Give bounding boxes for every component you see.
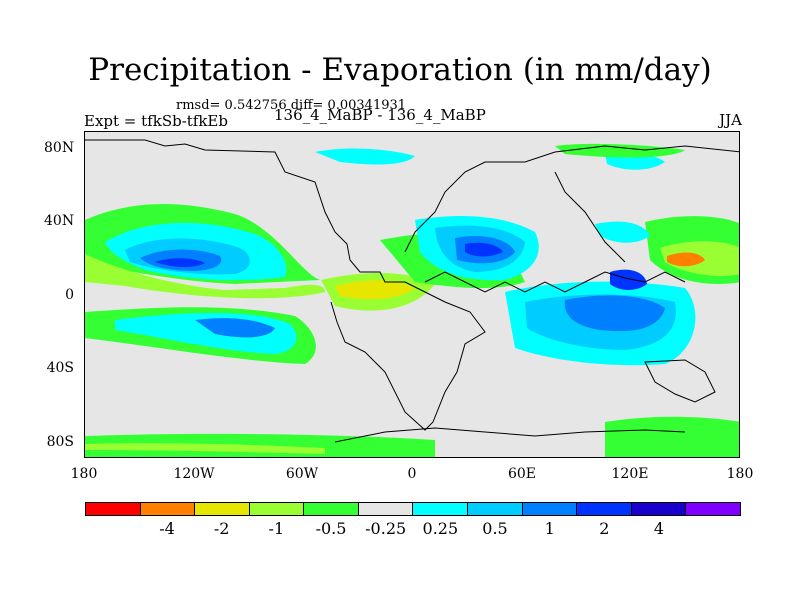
field-pacific-n-dblue: [155, 258, 205, 267]
coastlines: [85, 139, 739, 443]
field-atlantic-yellow2: [335, 280, 415, 300]
colorbar-label: 1: [544, 519, 555, 538]
colorbar-swatch: [631, 503, 687, 515]
field-arctic-green: [555, 143, 685, 158]
x-tick-180w: 180: [70, 466, 98, 482]
field-wpac-orange: [667, 252, 705, 267]
y-tick-0: 0: [65, 287, 74, 303]
y-tick-40s: 40S: [46, 360, 74, 376]
field-asia-dblue: [465, 242, 503, 257]
field-pacific-n-yellow: [85, 254, 325, 299]
field-wpac-cyan: [595, 221, 650, 243]
colorbar-label: -2: [213, 519, 230, 538]
colorbar-swatch: [195, 503, 250, 515]
season-label: JJA: [719, 111, 742, 129]
colorbar-swatch: [86, 503, 141, 515]
colorbar: [85, 502, 741, 516]
colorbar-swatch: [686, 503, 740, 515]
y-tick-80s: 80S: [46, 434, 74, 450]
field-indian-blue: [564, 295, 665, 332]
field-pacific-s-blue: [195, 318, 275, 338]
colorbar-label: 0.5: [482, 519, 508, 538]
colorbar-label: 4: [653, 519, 665, 538]
field-south-green2: [605, 416, 739, 457]
experiment-label: Expt = tfkSb-tfkEb: [84, 112, 228, 130]
colorbar-label: 0.25: [422, 519, 459, 538]
precip-evap-map: [85, 139, 739, 457]
colorbar-label: -4: [159, 519, 175, 538]
map-panel: [84, 131, 740, 458]
x-tick-60e: 60E: [507, 466, 537, 482]
colorbar-swatch: [413, 503, 469, 515]
colorbar-label: -1: [268, 519, 285, 538]
stats-line: rmsd= 0.542756 diff= 0.00341931: [176, 98, 407, 113]
colorbar-label: -0.25: [365, 519, 407, 538]
plot-title: Precipitation - Evaporation (in mm/day): [88, 52, 712, 88]
colorbar-swatch: [577, 503, 632, 515]
field-south-yellow: [85, 443, 325, 454]
y-tick-40n: 40N: [44, 213, 75, 229]
colorbar-swatch: [522, 503, 578, 515]
colorbar-swatch: [358, 503, 414, 515]
x-tick-120e: 120E: [611, 466, 649, 482]
x-tick-120w: 120W: [173, 466, 215, 482]
field-indian-dblue: [610, 269, 647, 290]
colorbar-swatch: [468, 503, 523, 515]
colorbar-label: -0.5: [315, 519, 347, 538]
x-tick-0: 0: [407, 466, 417, 482]
y-tick-80n: 80N: [44, 140, 75, 156]
colorbar-swatch: [140, 503, 196, 515]
colorbar-swatch: [249, 503, 305, 515]
x-tick-60w: 60W: [285, 466, 319, 482]
subtitle-label: 136_4_MaBP - 136_4_MaBP: [274, 106, 486, 124]
x-tick-180e: 180: [726, 466, 754, 482]
colorbar-label: 2: [599, 519, 610, 538]
colorbar-swatch: [304, 503, 359, 515]
field-arctic-cyan: [315, 148, 415, 165]
